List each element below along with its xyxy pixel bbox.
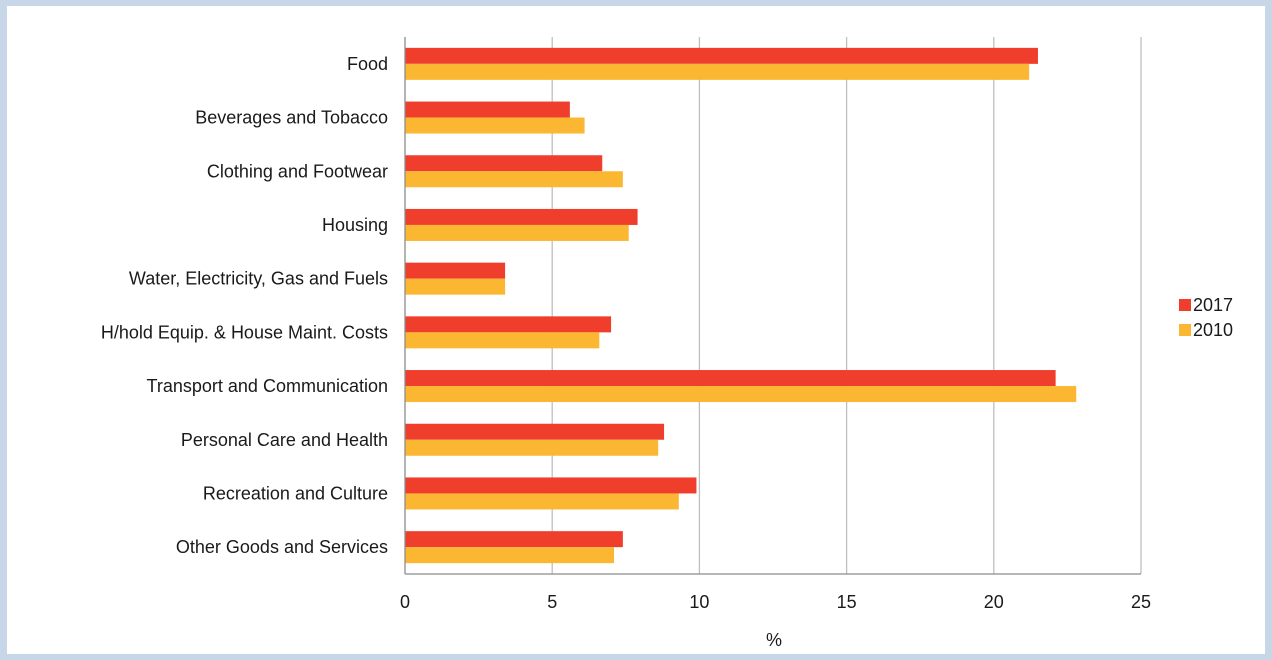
bar-2010-7 bbox=[405, 439, 659, 456]
legend-swatch-2017 bbox=[1179, 299, 1191, 311]
bars bbox=[405, 47, 1077, 564]
category-label-6: Transport and Communication bbox=[147, 376, 388, 396]
bar-2017-1 bbox=[405, 101, 570, 118]
legend-label-2010: 2010 bbox=[1193, 320, 1233, 340]
x-tick-label-1: 5 bbox=[547, 592, 557, 612]
category-labels: Food Beverages and Tobacco Clothing and Fo… bbox=[101, 54, 388, 557]
category-label-9: Other Goods and Services bbox=[176, 537, 388, 557]
bar-2010-6 bbox=[405, 386, 1077, 403]
legend-label-2017: 2017 bbox=[1193, 295, 1233, 315]
bar-2010-2 bbox=[405, 171, 623, 188]
x-tick-label-0: 0 bbox=[400, 592, 410, 612]
x-tick-label-4: 20 bbox=[984, 592, 1004, 612]
x-tick-label-5: 25 bbox=[1131, 592, 1151, 612]
bar-2010-4 bbox=[405, 278, 506, 295]
axes bbox=[404, 37, 1141, 575]
category-label-0: Food bbox=[347, 54, 388, 74]
category-label-4: Water, Electricity, Gas and Fuels bbox=[129, 269, 388, 289]
legend-swatch-2010 bbox=[1179, 324, 1191, 336]
bar-2010-5 bbox=[405, 332, 600, 349]
bar-2010-9 bbox=[405, 547, 615, 564]
category-label-5: H/hold Equip. & House Maint. Costs bbox=[101, 322, 388, 342]
category-label-7: Personal Care and Health bbox=[181, 430, 388, 450]
bar-2017-0 bbox=[405, 47, 1038, 64]
bar-chart: Food Beverages and Tobacco Clothing and Fo… bbox=[101, 37, 1233, 650]
category-label-3: Housing bbox=[322, 215, 388, 235]
x-tick-label-2: 10 bbox=[689, 592, 709, 612]
x-tick-labels: 0 5 10 15 20 25 bbox=[400, 592, 1151, 612]
bar-2010-1 bbox=[405, 117, 585, 134]
bar-2010-8 bbox=[405, 493, 679, 510]
category-label-1: Beverages and Tobacco bbox=[195, 108, 388, 128]
bar-2010-3 bbox=[405, 224, 629, 241]
bar-2017-9 bbox=[405, 531, 623, 548]
category-label-8: Recreation and Culture bbox=[203, 483, 388, 503]
x-tick-label-3: 15 bbox=[837, 592, 857, 612]
bar-2017-5 bbox=[405, 316, 612, 333]
bar-2017-4 bbox=[405, 262, 506, 279]
legend: 2017 2010 bbox=[1179, 295, 1233, 340]
bar-2017-3 bbox=[405, 208, 638, 225]
category-label-2: Clothing and Footwear bbox=[207, 161, 388, 181]
bar-2010-0 bbox=[405, 63, 1030, 80]
bar-2017-6 bbox=[405, 370, 1056, 387]
x-axis-title: % bbox=[766, 630, 782, 650]
chart-frame: Food Beverages and Tobacco Clothing and Fo… bbox=[7, 6, 1265, 654]
bar-2017-8 bbox=[405, 477, 697, 494]
bar-2017-7 bbox=[405, 423, 665, 440]
bar-2017-2 bbox=[405, 155, 603, 172]
